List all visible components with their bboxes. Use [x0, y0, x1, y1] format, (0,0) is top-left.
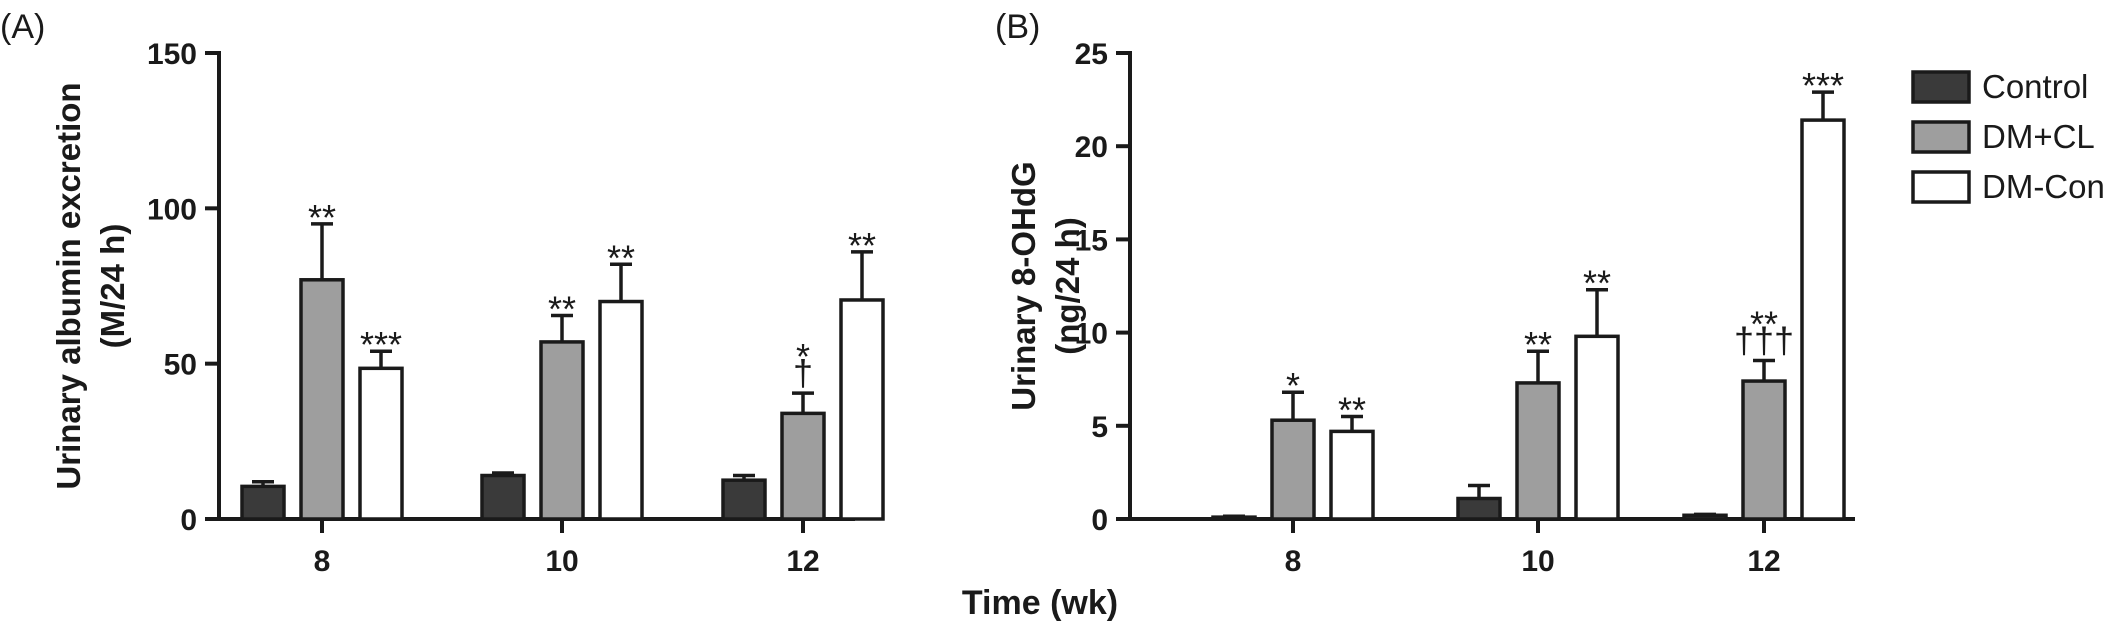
significance-mark-b: ** [1583, 263, 1611, 304]
bar-control-a [240, 484, 286, 521]
bar-dm-con-b [1574, 334, 1620, 521]
bar-dm-con-b [1800, 118, 1846, 521]
bar-dm-con-a [839, 298, 885, 521]
y-axis-unit-b: (ng/24 h) [1049, 217, 1086, 355]
y-axis-title-b: Urinary 8-OHdG [1005, 161, 1042, 410]
y-tick-label-b: 0 [1091, 504, 1108, 537]
legend-swatch-dm-con [1911, 170, 1971, 204]
legend-label-dm-cl: DM+CL [1982, 118, 2095, 155]
bar-control-b [1456, 496, 1502, 521]
y-tick-label-a: 100 [147, 193, 197, 226]
y-tick-label-a: 50 [164, 349, 197, 382]
y-tick-label-b: 15 [1075, 224, 1108, 257]
bar-dm-con-b [1329, 429, 1375, 521]
x-tick-label-b: 10 [1521, 545, 1554, 578]
bar-dm-cl-a [780, 411, 826, 521]
significance-mark-a: ** [548, 289, 576, 330]
legend-label-control: Control [1982, 68, 2088, 105]
significance-mark-b: ** [1524, 324, 1552, 365]
significance-mark-a: * [796, 336, 810, 377]
panel-a-chart: (A)Urinary albumin excretion (M/24 h) 0 50 1… [0, 8, 885, 578]
significance-mark-a: *** [360, 324, 402, 365]
x-tick-label-b: 12 [1747, 545, 1780, 578]
bar-dm-cl-b [1741, 379, 1787, 521]
significance-mark-a: ** [308, 197, 336, 238]
bar-dm-con-a [358, 366, 404, 521]
bar-dm-cl-b [1270, 418, 1316, 521]
significance-mark-b: ** [1338, 389, 1366, 430]
significance-mark-b: ** [1750, 304, 1778, 345]
significance-mark-b: *** [1802, 65, 1844, 106]
x-tick-label-b: 8 [1285, 545, 1302, 578]
bar-control-a [721, 478, 767, 521]
y-tick-label-b: 25 [1075, 38, 1108, 71]
bar-dm-con-a [598, 299, 644, 521]
bar-dm-cl-b [1515, 381, 1561, 521]
y-tick-label-a: 150 [147, 38, 197, 71]
panel-label-a: (A) [0, 8, 45, 46]
significance-mark-a: † [793, 352, 813, 393]
y-tick-label-b: 5 [1091, 411, 1108, 444]
panel-label-b: (B) [995, 8, 1040, 46]
legend-swatch-control [1911, 70, 1971, 104]
legend: Control DM+CL DM-Con [1911, 68, 2105, 205]
bar-dm-cl-a [539, 340, 585, 521]
significance-mark-b: * [1286, 365, 1300, 406]
y-tick-label-a: 0 [180, 504, 197, 537]
x-tick-label-a: 10 [545, 545, 578, 578]
y-tick-label-b: 20 [1075, 131, 1108, 164]
significance-mark-a: ** [607, 237, 635, 278]
legend-label-dm-con: DM-Con [1982, 168, 2105, 205]
bar-dm-cl-a [299, 278, 345, 521]
y-tick-label-b: 10 [1075, 318, 1108, 351]
bar-control-a [480, 473, 526, 521]
significance-mark-a: ** [848, 225, 876, 266]
legend-swatch-dm-cl [1911, 120, 1971, 154]
x-tick-label-a: 8 [314, 545, 331, 578]
significance-mark-b: ††† [1734, 320, 1794, 361]
x-tick-label-a: 12 [786, 545, 819, 578]
y-axis-title-a: Urinary albumin excretion [50, 82, 87, 489]
panel-b-chart: (B) Urinary 8-OHdG (ng/24 h) 0 5 10 15 20 25 8 10 1… [995, 8, 1855, 578]
x-axis-title: Time (wk) [962, 584, 1118, 622]
y-axis-unit-a: (M/24 h) [94, 224, 131, 349]
